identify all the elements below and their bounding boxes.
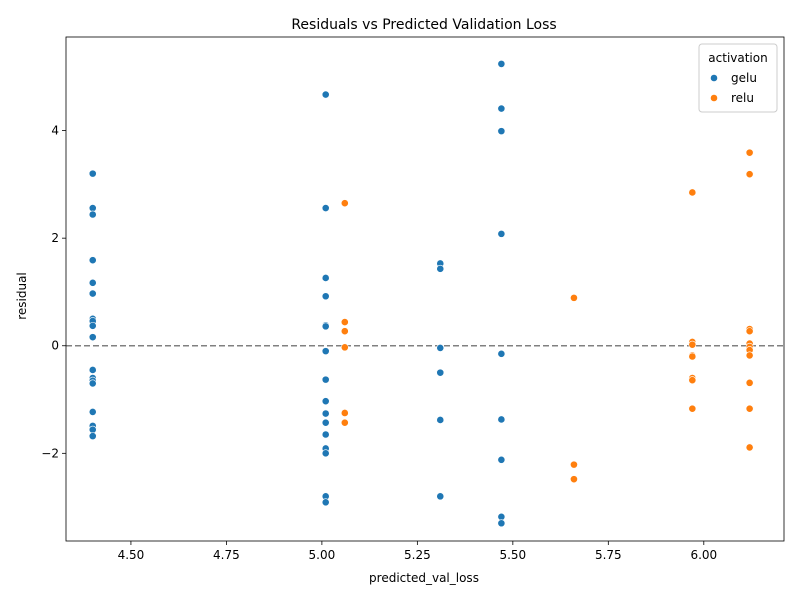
legend: activation gelu relu: [698, 43, 778, 113]
data-point-relu: [745, 404, 754, 413]
data-point-gelu: [321, 204, 330, 212]
data-point-gelu: [436, 264, 445, 273]
data-point-gelu: [497, 519, 506, 528]
data-point-relu: [688, 340, 697, 349]
x-tick-label: 5.00: [309, 548, 336, 562]
data-point-relu: [745, 443, 754, 452]
data-point-gelu: [497, 229, 506, 238]
data-point-relu: [340, 199, 349, 208]
data-point-relu: [688, 376, 697, 385]
data-point-gelu: [88, 408, 97, 416]
data-point-relu: [340, 327, 349, 336]
data-point-relu: [340, 343, 349, 352]
data-point-gelu: [88, 432, 97, 441]
data-point-gelu: [497, 455, 506, 464]
data-point-gelu: [321, 418, 330, 427]
x-tick-label: 4.50: [118, 548, 145, 562]
data-point-gelu: [321, 449, 330, 458]
y-tick-label: 0: [51, 339, 59, 353]
legend-marker-relu: [710, 94, 718, 102]
data-point-gelu: [88, 321, 97, 330]
data-point-relu: [570, 460, 578, 469]
y-tick-label: −2: [41, 446, 59, 460]
x-tick-label: 6.00: [690, 548, 717, 562]
plot-frame: [65, 36, 785, 542]
legend-label-relu: relu: [731, 91, 754, 105]
data-point-relu: [688, 404, 697, 413]
data-point-gelu: [436, 343, 445, 352]
data-point-gelu: [321, 397, 330, 406]
legend-title: activation: [708, 51, 767, 65]
data-point-relu: [340, 418, 349, 427]
data-point-gelu: [321, 430, 330, 439]
data-point-gelu: [321, 409, 330, 418]
data-point-gelu: [321, 375, 330, 384]
plot-area: [66, 59, 784, 528]
data-point-relu: [745, 148, 754, 157]
data-point-gelu: [88, 333, 97, 342]
data-point-gelu: [436, 492, 445, 501]
data-point-gelu: [321, 90, 330, 99]
data-point-gelu: [497, 59, 506, 68]
x-tick-label: 5.50: [499, 548, 526, 562]
y-axis-label: residual: [15, 272, 29, 320]
data-point-relu: [745, 170, 754, 179]
x-axis-label: predicted_val_loss: [369, 571, 479, 585]
y-tick-label: 2: [51, 231, 59, 245]
data-point-gelu: [88, 204, 97, 212]
data-point-relu: [340, 318, 349, 326]
data-point-gelu: [88, 210, 97, 219]
legend-marker-gelu: [710, 74, 718, 82]
data-point-relu: [340, 409, 349, 417]
data-point-relu: [745, 351, 754, 360]
legend-label-gelu: gelu: [731, 71, 757, 85]
data-point-gelu: [497, 104, 506, 113]
y-tick-label: 4: [51, 124, 59, 138]
x-tick-label: 5.25: [404, 548, 431, 562]
data-point-gelu: [321, 274, 330, 282]
x-tick-label: 5.75: [595, 548, 622, 562]
data-point-gelu: [88, 425, 97, 434]
axes: 4.50 4.75 5.00 5.25 5.50 5.75 6.00 −2 0 2 4: [41, 36, 785, 562]
series-relu: [340, 148, 754, 484]
data-point-relu: [688, 352, 697, 361]
x-tick-label: 4.75: [213, 548, 240, 562]
data-point-relu: [570, 475, 578, 484]
data-point-relu: [570, 293, 578, 302]
data-point-relu: [745, 378, 754, 387]
data-point-gelu: [497, 415, 506, 424]
data-point-gelu: [88, 256, 97, 265]
data-point-gelu: [436, 416, 445, 424]
data-point-gelu: [88, 169, 97, 178]
data-point-gelu: [436, 368, 445, 377]
series-gelu: [88, 59, 506, 528]
data-point-gelu: [321, 498, 330, 507]
data-point-gelu: [497, 349, 506, 358]
data-point-gelu: [497, 512, 506, 521]
data-point-gelu: [88, 289, 97, 298]
data-point-gelu: [321, 347, 330, 356]
data-point-gelu: [88, 366, 97, 374]
data-point-relu: [745, 327, 754, 336]
data-point-gelu: [497, 127, 506, 136]
data-point-gelu: [321, 292, 330, 301]
data-point-gelu: [88, 278, 97, 287]
data-point-gelu: [88, 379, 97, 388]
legend-box: [698, 43, 778, 113]
chart-title: Residuals vs Predicted Validation Loss: [291, 17, 556, 33]
data-point-relu: [688, 188, 697, 197]
data-point-gelu: [321, 322, 330, 331]
